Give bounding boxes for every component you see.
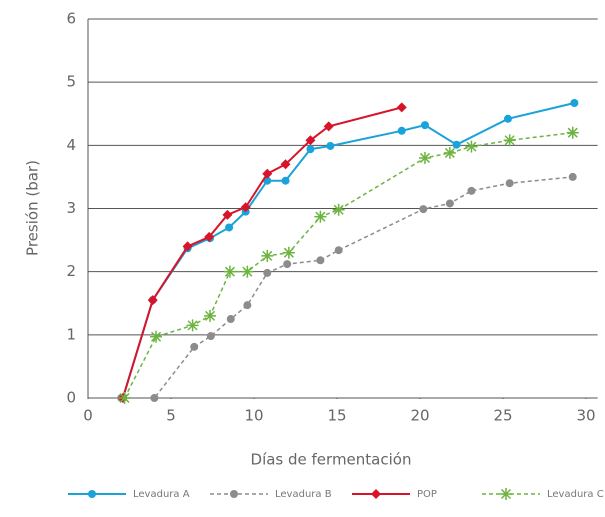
legend-label: Levadura A (133, 489, 190, 500)
data-point (305, 135, 316, 146)
data-point (420, 121, 429, 130)
data-point (568, 172, 577, 181)
data-point (204, 231, 215, 242)
y-tick-label: 3 (66, 199, 76, 217)
data-point (418, 151, 431, 164)
data-point (332, 203, 345, 216)
star-stroke (262, 250, 273, 261)
data-point (445, 199, 454, 208)
data-point (306, 145, 315, 154)
data-point (570, 99, 579, 108)
x-tick-label: 30 (576, 407, 595, 425)
data-point (190, 342, 199, 351)
data-point (222, 209, 233, 220)
x-tick-label: 5 (166, 407, 176, 425)
data-point (419, 205, 428, 214)
data-point (326, 141, 335, 150)
y-tick-label: 5 (66, 73, 76, 91)
x-axis-label: Días de fermentación (251, 451, 412, 469)
data-point (443, 146, 456, 159)
data-point (503, 134, 516, 147)
star-stroke (151, 331, 162, 342)
data-point (240, 202, 251, 213)
legend-marker (371, 489, 381, 499)
y-tick-label: 4 (66, 136, 76, 154)
y-axis-label: Presión (bar) (24, 160, 42, 256)
data-point (261, 249, 274, 262)
star-stroke (283, 247, 294, 258)
y-tick-label: 2 (66, 262, 76, 280)
series-line (121, 106, 402, 399)
data-point (223, 265, 236, 278)
data-point (505, 179, 514, 188)
x-tick-label: 10 (244, 407, 263, 425)
data-point (316, 256, 325, 265)
data-point (452, 140, 461, 149)
star-stroke (187, 320, 198, 331)
data-point (226, 315, 235, 324)
data-point (334, 246, 343, 255)
data-point (186, 319, 199, 332)
legend-marker (88, 490, 96, 498)
data-point (566, 126, 579, 139)
data-point (467, 186, 476, 195)
star-stroke (504, 135, 515, 146)
y-tick-label: 6 (66, 10, 76, 28)
star-stroke (119, 392, 130, 404)
star-stroke (466, 141, 477, 152)
star-stroke (500, 488, 512, 500)
series-line (121, 176, 573, 399)
data-point (503, 114, 512, 123)
data-point (281, 176, 290, 185)
star-stroke (204, 310, 216, 321)
data-point (147, 295, 158, 306)
series-line (123, 131, 573, 399)
star-stroke (444, 147, 455, 158)
legend-marker (230, 490, 238, 498)
data-point (225, 223, 234, 232)
data-point (182, 241, 193, 252)
x-tick-label: 0 (83, 407, 93, 425)
data-point (283, 260, 292, 269)
data-point (314, 210, 327, 223)
data-point (282, 246, 295, 259)
y-tick-label: 1 (66, 325, 76, 343)
data-point (465, 140, 478, 153)
x-tick-label: 20 (410, 407, 429, 425)
star-stroke (333, 204, 344, 215)
data-point (206, 332, 215, 341)
data-point (396, 102, 407, 113)
legend-label: POP (417, 489, 437, 500)
x-tick-label: 15 (327, 407, 346, 425)
star-stroke (419, 152, 431, 163)
star-stroke (567, 127, 578, 138)
data-point (118, 392, 131, 404)
data-point (323, 121, 334, 132)
star-stroke (224, 266, 235, 277)
x-tick-label: 25 (493, 407, 512, 425)
legend-label: Levadura C (547, 489, 604, 500)
data-point (150, 330, 163, 343)
y-tick-label: 0 (66, 389, 76, 407)
star-stroke (242, 266, 253, 277)
legend-label: Levadura B (275, 489, 332, 500)
data-point (241, 265, 254, 278)
data-point (243, 301, 252, 310)
data-point (150, 394, 159, 402)
data-point (204, 309, 217, 322)
star-stroke (315, 211, 326, 222)
data-point (262, 168, 273, 179)
data-point (280, 159, 291, 170)
legend-marker (500, 488, 512, 500)
data-point (263, 268, 272, 277)
data-point (397, 126, 406, 135)
